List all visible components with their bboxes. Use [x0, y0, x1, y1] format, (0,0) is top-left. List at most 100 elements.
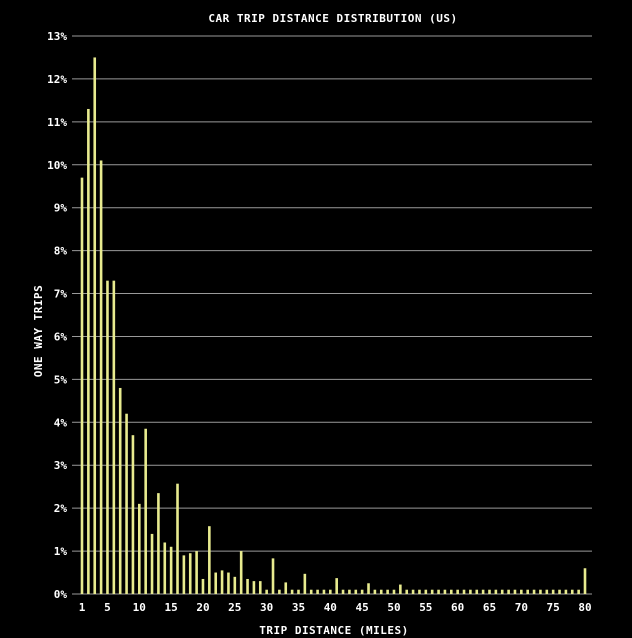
- bar: [157, 493, 160, 594]
- bar: [551, 589, 555, 594]
- bar: [138, 503, 141, 594]
- bar: [195, 551, 198, 594]
- bar: [297, 589, 300, 594]
- x-tick-label: 55: [419, 601, 432, 614]
- bar: [284, 582, 288, 594]
- bar: [112, 280, 116, 594]
- bar: [418, 589, 421, 594]
- bar: [80, 177, 84, 594]
- y-tick-label: 11%: [47, 116, 67, 129]
- x-tick-label: 15: [165, 601, 178, 614]
- x-tick-label: 20: [196, 601, 209, 614]
- y-tick-label: 10%: [47, 159, 67, 172]
- bar: [411, 589, 415, 594]
- y-tick-label: 9%: [54, 202, 68, 215]
- bar: [322, 589, 326, 594]
- x-tick-label: 35: [292, 601, 305, 614]
- bar: [392, 589, 396, 594]
- y-tick-label: 6%: [54, 330, 68, 343]
- x-tick-label: 1: [79, 601, 86, 614]
- bar: [481, 589, 485, 594]
- bar: [258, 581, 262, 594]
- bar: [348, 589, 351, 594]
- bar: [176, 483, 179, 594]
- bar: [456, 589, 459, 594]
- bar: [131, 435, 135, 594]
- bar: [99, 160, 103, 594]
- bar: [539, 589, 542, 594]
- bar: [201, 578, 205, 594]
- bar: [494, 589, 498, 594]
- bar: [430, 589, 434, 594]
- bar: [488, 589, 491, 594]
- y-tick-label: 5%: [54, 373, 68, 386]
- bar: [144, 428, 147, 594]
- bar: [169, 546, 173, 594]
- bar: [443, 589, 447, 594]
- y-tick-label: 0%: [54, 588, 68, 601]
- bar: [271, 558, 275, 594]
- bar: [399, 584, 402, 594]
- bar: [163, 542, 167, 594]
- bar: [379, 589, 383, 594]
- bar: [93, 57, 97, 594]
- bar: [290, 589, 294, 594]
- x-axis-label: TRIP DISTANCE (MILES): [259, 624, 409, 637]
- x-tick-label: 75: [547, 601, 560, 614]
- y-tick-label: 13%: [47, 30, 67, 43]
- bar: [316, 589, 319, 594]
- bar: [360, 589, 364, 594]
- y-tick-label: 7%: [54, 288, 68, 301]
- bar: [265, 589, 268, 594]
- x-tick-label: 60: [451, 601, 464, 614]
- bar: [373, 589, 377, 594]
- y-tick-label: 4%: [54, 416, 68, 429]
- bar: [208, 526, 211, 594]
- bar: [239, 551, 243, 594]
- bars: [80, 57, 587, 594]
- gridlines: [72, 35, 592, 595]
- bar: [462, 589, 466, 594]
- bar: [386, 589, 389, 594]
- bar: [532, 589, 536, 594]
- x-axis-ticks: 1 5 10 15 20 25 30 35 40 45 50 55 60 65 70 75 80: [79, 601, 592, 614]
- bar: [520, 589, 523, 594]
- bar: [214, 572, 218, 594]
- bar: [475, 589, 479, 594]
- bar: [577, 589, 580, 594]
- bar: [125, 413, 128, 594]
- bar: [87, 108, 90, 594]
- y-tick-label: 2%: [54, 502, 68, 515]
- y-axis-ticks: 0% 1% 2% 3% 4% 5% 6% 7% 8% 9% 10% 11% 12% 13%: [47, 30, 67, 601]
- y-tick-label: 12%: [47, 73, 67, 86]
- bar: [309, 589, 313, 594]
- bar: [335, 578, 338, 594]
- y-tick-label: 8%: [54, 245, 68, 258]
- bar: [583, 568, 587, 594]
- bar: [367, 583, 370, 594]
- bar: [118, 387, 122, 594]
- bar: [507, 589, 510, 594]
- bar: [188, 553, 192, 594]
- bar: [405, 589, 409, 594]
- bar: [526, 589, 529, 594]
- bar: [558, 589, 561, 594]
- bar: [106, 280, 109, 594]
- bar: [150, 533, 154, 594]
- bar: [570, 589, 574, 594]
- bar: [233, 576, 237, 594]
- bar: [424, 589, 428, 594]
- x-tick-label: 5: [104, 601, 111, 614]
- x-tick-label: 70: [515, 601, 528, 614]
- bar: [252, 581, 256, 594]
- bar: [341, 589, 345, 594]
- y-tick-label: 1%: [54, 545, 68, 558]
- bar: [513, 589, 517, 594]
- bar: [564, 589, 568, 594]
- y-axis-label: ONE WAY TRIPS: [32, 285, 45, 378]
- x-tick-label: 50: [387, 601, 400, 614]
- bar: [303, 573, 307, 594]
- x-tick-label: 30: [260, 601, 273, 614]
